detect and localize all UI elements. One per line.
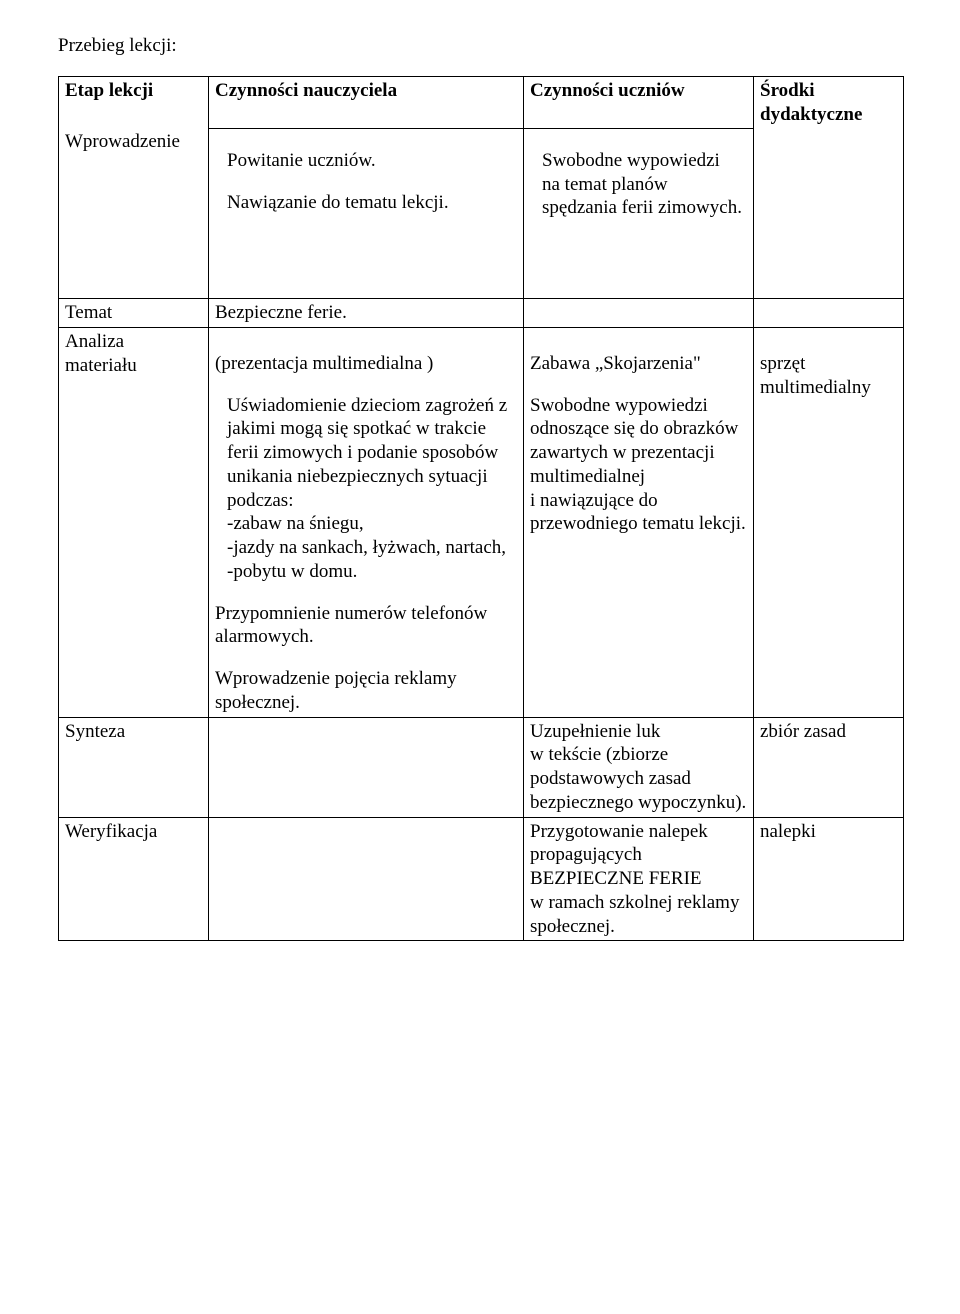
resources-cell [754,128,904,222]
teacher-cell [209,717,524,817]
stage-cell: Temat [59,299,209,328]
stage-label: materiału [65,355,137,376]
t: spędzania ferii zimowych. [542,197,742,218]
page-title: Przebieg lekcji: [58,34,902,58]
student-cell: Zabawa „Skojarzenia" Swobodne wypowiedzi… [524,327,754,717]
student-text: w tekście (zbiorze podstawowych zasad be… [530,743,747,814]
stage-label: Synteza [65,721,125,742]
header-cell: Czynności nauczyciela [209,76,524,128]
stage-label: Temat [65,302,112,323]
header-cell: Etap lekcji [59,76,209,128]
header-cell: Czynności uczniów [524,76,754,128]
teacher-bullet: -pobytu w domu. [227,560,517,584]
stage-label: Analiza [65,331,124,352]
resource-text: nalepki [760,821,816,842]
teacher-cell: (prezentacja multimedialna ) Uświadomien… [209,327,524,717]
teacher-cell: Powitanie uczniów. Nawiązanie do tematu … [209,128,524,222]
table-row: Synteza Uzupełnienie luk w tekście (zbio… [59,717,904,817]
student-text: Przygotowanie nalepek propagujących BEZP… [530,820,747,891]
table-row: Wprowadzenie Powitanie uczniów. Nawiązan… [59,128,904,222]
resource-text: multimedialny [760,376,897,400]
header-text: Środki [760,80,815,101]
teacher-text: Nawiązanie do tematu lekcji. [227,191,517,215]
resources-cell: zbiór zasad [754,717,904,817]
stage-label: Weryfikacja [65,821,157,842]
header-text: dydaktyczne [760,104,862,125]
teacher-text: Przypomnienie numerów telefonów alarmowy… [215,602,517,650]
student-text: Swobodne wypowiedzi na temat planów spęd… [542,149,747,220]
stage-label: Wprowadzenie [65,131,180,152]
resources-cell [754,299,904,328]
teacher-cell: Bezpieczne ferie. [209,299,524,328]
teacher-text: Powitanie uczniów. [227,149,517,173]
empty-cell [59,222,209,299]
spacer-row [59,222,904,299]
table-row: Analiza materiału (prezentacja multimedi… [59,327,904,717]
student-cell: Przygotowanie nalepek propagujących BEZP… [524,817,754,941]
stage-cell: Weryfikacja [59,817,209,941]
topic-text: Bezpieczne ferie. [215,302,347,323]
empty-cell [524,222,754,299]
teacher-text: (prezentacja multimedialna ) [215,352,517,376]
empty-cell [754,222,904,299]
header-cell: Środki dydaktyczne [754,76,904,128]
stage-cell: Wprowadzenie [59,128,209,222]
stage-cell: Synteza [59,717,209,817]
teacher-bullet: -jazdy na sankach, łyżwach, nartach, [227,536,517,560]
table-header-row: Etap lekcji Czynności nauczyciela Czynno… [59,76,904,128]
table-row: Weryfikacja Przygotowanie nalepek propag… [59,817,904,941]
student-text: i nawiązujące do przewodniego tematu lek… [530,489,747,537]
table-row: Temat Bezpieczne ferie. [59,299,904,328]
student-text: Swobodne wypowiedzi odnoszące się do obr… [530,394,747,489]
student-cell: Uzupełnienie luk w tekście (zbiorze pods… [524,717,754,817]
teacher-text: Wprowadzenie pojęcia reklamy społecznej. [215,667,517,715]
student-cell [524,299,754,328]
student-text: Zabawa „Skojarzenia" [530,352,747,376]
stage-cell: Analiza materiału [59,327,209,717]
student-text: Uzupełnienie luk [530,720,747,744]
resource-text: zbiór zasad [760,721,846,742]
teacher-bullet: -zabaw na śniegu, [227,512,517,536]
t: na temat planów [542,174,668,195]
resource-text: sprzęt [760,352,897,376]
student-text: w ramach szkolnej reklamy społecznej. [530,891,747,939]
teacher-cell [209,817,524,941]
empty-cell [209,222,524,299]
resources-cell: sprzęt multimedialny [754,327,904,717]
t: Swobodne wypowiedzi [542,150,720,171]
lesson-table: Etap lekcji Czynności nauczyciela Czynno… [58,76,904,942]
resources-cell: nalepki [754,817,904,941]
student-cell: Swobodne wypowiedzi na temat planów spęd… [524,128,754,222]
teacher-text: Uświadomienie dzieciom zagrożeń z jakimi… [227,394,517,513]
